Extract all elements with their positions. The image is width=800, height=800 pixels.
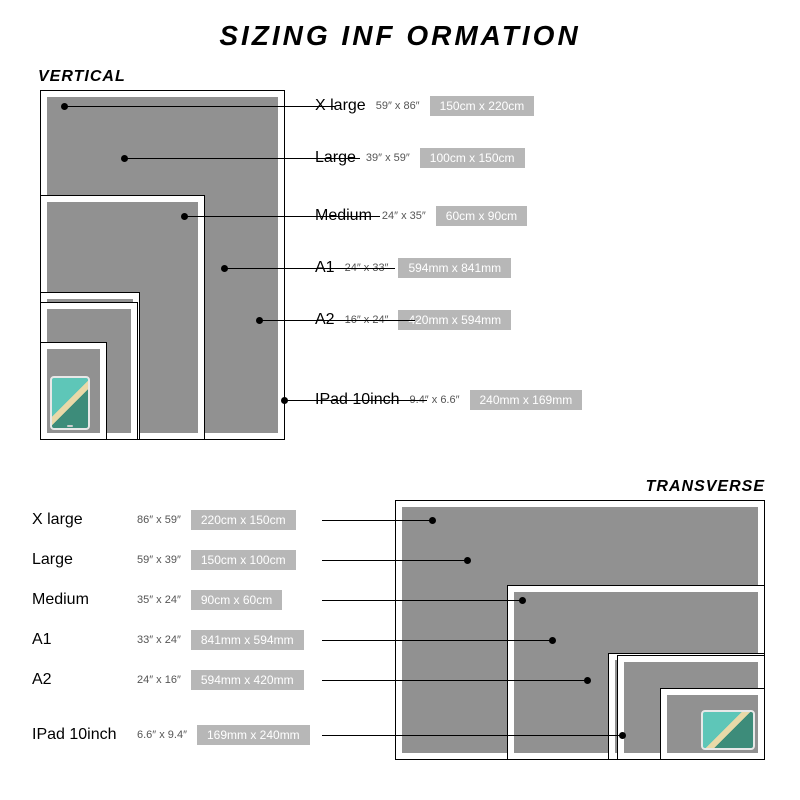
size-metric: 594mm x 841mm: [398, 258, 511, 278]
leader-line: [225, 268, 395, 269]
ipad-horizontal-icon: [701, 710, 755, 750]
page-title: SIZING INF ORMATION: [0, 20, 800, 52]
size-inches: 6.6″ x 9.4″: [137, 729, 187, 741]
size-name: A1: [32, 631, 127, 649]
leader-line: [322, 680, 587, 681]
size-metric: 220cm x 150cm: [191, 510, 296, 530]
transverse-size-row: Large 59″ x 39″ 150cm x 100cm: [32, 550, 296, 570]
size-name: Medium: [32, 591, 127, 609]
size-name: X large: [32, 511, 127, 529]
leader-line: [260, 320, 415, 321]
vertical-size-row: Medium24″ x 35″60cm x 90cm: [315, 206, 527, 226]
section-label-vertical: VERTICAL: [38, 68, 126, 86]
size-metric: 150cm x 100cm: [191, 550, 296, 570]
size-metric: 60cm x 90cm: [436, 206, 527, 226]
size-name: Large: [32, 551, 127, 569]
size-name: IPad 10inch: [32, 726, 127, 744]
section-label-transverse: TRANSVERSE: [646, 478, 765, 496]
size-metric: 594mm x 420mm: [191, 670, 304, 690]
transverse-diagram: [395, 500, 765, 760]
size-inches: 33″ x 24″: [137, 634, 181, 646]
transverse-size-row: A1 33″ x 24″ 841mm x 594mm: [32, 630, 304, 650]
ipad-vertical-icon: [50, 376, 90, 430]
size-metric: 90cm x 60cm: [191, 590, 282, 610]
size-metric: 150cm x 220cm: [430, 96, 535, 116]
leader-line: [322, 735, 622, 736]
size-metric: 420mm x 594mm: [398, 310, 511, 330]
leader-line: [322, 560, 467, 561]
leader-line: [65, 106, 335, 107]
size-inches: 59″ x 39″: [137, 554, 181, 566]
vertical-size-row: A216″ x 24″420mm x 594mm: [315, 310, 511, 330]
leader-line: [285, 400, 427, 401]
leader-line: [125, 158, 360, 159]
transverse-size-row: IPad 10inch 6.6″ x 9.4″ 169mm x 240mm: [32, 725, 310, 745]
size-name: A2: [32, 671, 127, 689]
size-metric: 169mm x 240mm: [197, 725, 310, 745]
leader-line: [322, 520, 432, 521]
vertical-size-row: A124″ x 33″594mm x 841mm: [315, 258, 511, 278]
size-inches: 24″ x 35″: [382, 210, 426, 222]
size-inches: 39″ x 59″: [366, 152, 410, 164]
size-metric: 841mm x 594mm: [191, 630, 304, 650]
vertical-size-row: X large59″ x 86″150cm x 220cm: [315, 96, 534, 116]
leader-line: [322, 600, 522, 601]
size-inches: 35″ x 24″: [137, 594, 181, 606]
transverse-size-row: X large 86″ x 59″ 220cm x 150cm: [32, 510, 296, 530]
size-inches: 24″ x 16″: [137, 674, 181, 686]
vertical-size-row: IPad 10inch9.4″ x 6.6″240mm x 169mm: [315, 390, 582, 410]
size-inches: 86″ x 59″: [137, 514, 181, 526]
size-inches: 59″ x 86″: [376, 100, 420, 112]
leader-line: [185, 216, 380, 217]
leader-line: [322, 640, 552, 641]
vertical-diagram: [40, 90, 285, 440]
size-metric: 240mm x 169mm: [470, 390, 583, 410]
transverse-size-row: A2 24″ x 16″ 594mm x 420mm: [32, 670, 304, 690]
transverse-size-row: Medium 35″ x 24″ 90cm x 60cm: [32, 590, 282, 610]
vertical-size-row: Large39″ x 59″100cm x 150cm: [315, 148, 525, 168]
size-metric: 100cm x 150cm: [420, 148, 525, 168]
